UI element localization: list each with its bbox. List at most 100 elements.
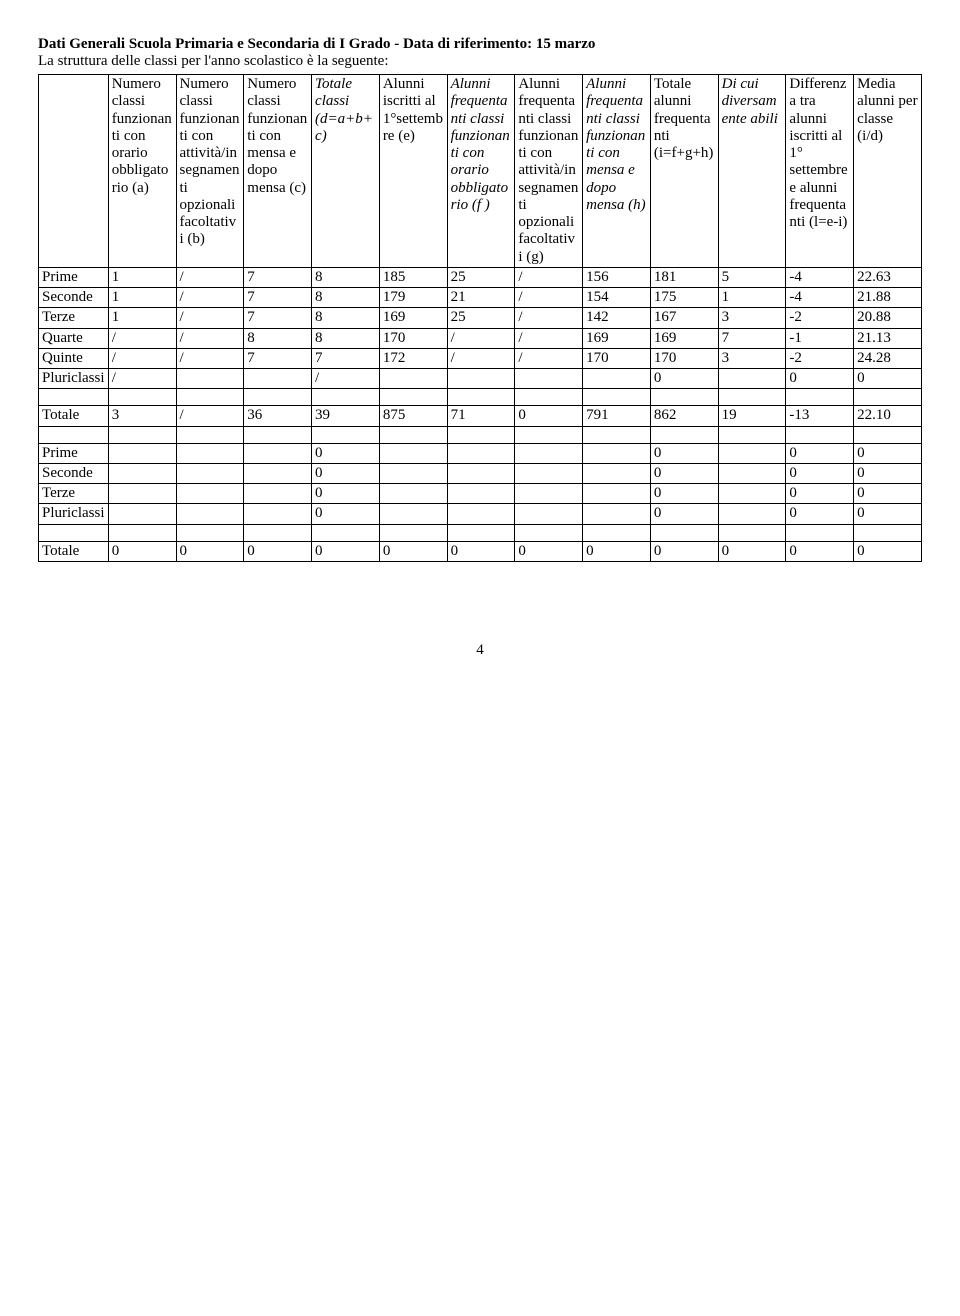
cell: 167 — [650, 308, 718, 328]
cell — [108, 524, 176, 541]
cell — [718, 426, 786, 443]
cell — [176, 504, 244, 524]
cell — [176, 524, 244, 541]
cell: Totale alunni frequentanti (i=f+g+h) — [650, 75, 718, 268]
cell — [854, 426, 922, 443]
cell — [718, 369, 786, 389]
cell: Alunni iscritti al 1°settembre (e) — [379, 75, 447, 268]
cell: 185 — [379, 267, 447, 287]
cell: 8 — [312, 288, 380, 308]
cell: 8 — [312, 328, 380, 348]
spacer-row — [39, 524, 922, 541]
cell: / — [108, 328, 176, 348]
cell: / — [108, 348, 176, 368]
table-row: Terze1/7816925/1421673-220.88 — [39, 308, 922, 328]
cell: 1 — [108, 288, 176, 308]
cell: / — [515, 308, 583, 328]
cell: 0 — [854, 443, 922, 463]
cell — [176, 484, 244, 504]
cell: Terze — [39, 308, 109, 328]
cell: Prime — [39, 443, 109, 463]
cell: -2 — [786, 348, 854, 368]
cell: Totale — [39, 406, 109, 426]
cell — [447, 389, 515, 406]
cell — [515, 443, 583, 463]
page-title: Dati Generali Scuola Primaria e Secondar… — [38, 36, 922, 53]
cell: / — [447, 348, 515, 368]
cell — [379, 443, 447, 463]
cell: 0 — [108, 541, 176, 561]
cell — [379, 426, 447, 443]
table-row: Seconde0000 — [39, 463, 922, 483]
cell: 0 — [854, 504, 922, 524]
cell — [447, 443, 515, 463]
cell: / — [515, 267, 583, 287]
cell: 8 — [244, 328, 312, 348]
cell: / — [515, 288, 583, 308]
cell: 0 — [312, 484, 380, 504]
cell: 0 — [650, 369, 718, 389]
cell: 22.63 — [854, 267, 922, 287]
cell: 7 — [718, 328, 786, 348]
cell: Quinte — [39, 348, 109, 368]
cell: 3 — [718, 308, 786, 328]
cell — [379, 369, 447, 389]
cell: 0 — [515, 541, 583, 561]
cell — [108, 426, 176, 443]
cell — [447, 524, 515, 541]
cell — [108, 443, 176, 463]
cell — [650, 524, 718, 541]
cell: 170 — [650, 348, 718, 368]
table-row: Quarte//88170//1691697-121.13 — [39, 328, 922, 348]
data-table: Numero classi funzionanti con orario obb… — [38, 74, 922, 562]
cell: 7 — [244, 348, 312, 368]
cell: 170 — [583, 348, 651, 368]
cell: 862 — [650, 406, 718, 426]
cell — [718, 524, 786, 541]
cell: / — [447, 328, 515, 348]
cell — [244, 443, 312, 463]
cell: 0 — [786, 443, 854, 463]
cell — [515, 524, 583, 541]
cell — [312, 426, 380, 443]
cell: 0 — [583, 541, 651, 561]
cell — [379, 524, 447, 541]
cell: 0 — [786, 541, 854, 561]
table-row: Totale000000000000 — [39, 541, 922, 561]
cell: 3 — [108, 406, 176, 426]
cell: 22.10 — [854, 406, 922, 426]
cell: 0 — [650, 541, 718, 561]
cell — [244, 389, 312, 406]
cell — [244, 426, 312, 443]
cell — [176, 369, 244, 389]
cell — [583, 484, 651, 504]
cell — [447, 369, 515, 389]
cell — [786, 524, 854, 541]
cell: Media alunni per classe (i/d) — [854, 75, 922, 268]
intro-text: La struttura delle classi per l'anno sco… — [38, 53, 922, 70]
cell — [447, 426, 515, 443]
cell: 0 — [786, 463, 854, 483]
header-row: Numero classi funzionanti con orario obb… — [39, 75, 922, 268]
cell: 20.88 — [854, 308, 922, 328]
cell: Terze — [39, 484, 109, 504]
cell: 1 — [718, 288, 786, 308]
cell — [312, 389, 380, 406]
cell — [718, 504, 786, 524]
cell: 8 — [312, 267, 380, 287]
cell: -2 — [786, 308, 854, 328]
cell — [176, 463, 244, 483]
cell: 21 — [447, 288, 515, 308]
cell: 875 — [379, 406, 447, 426]
cell: 0 — [447, 541, 515, 561]
cell: 0 — [379, 541, 447, 561]
cell: Alunni frequentanti classi funzionanti c… — [583, 75, 651, 268]
cell: 7 — [244, 267, 312, 287]
cell — [244, 484, 312, 504]
cell — [786, 389, 854, 406]
cell: 175 — [650, 288, 718, 308]
cell — [583, 504, 651, 524]
cell — [718, 443, 786, 463]
cell — [176, 443, 244, 463]
cell — [244, 524, 312, 541]
